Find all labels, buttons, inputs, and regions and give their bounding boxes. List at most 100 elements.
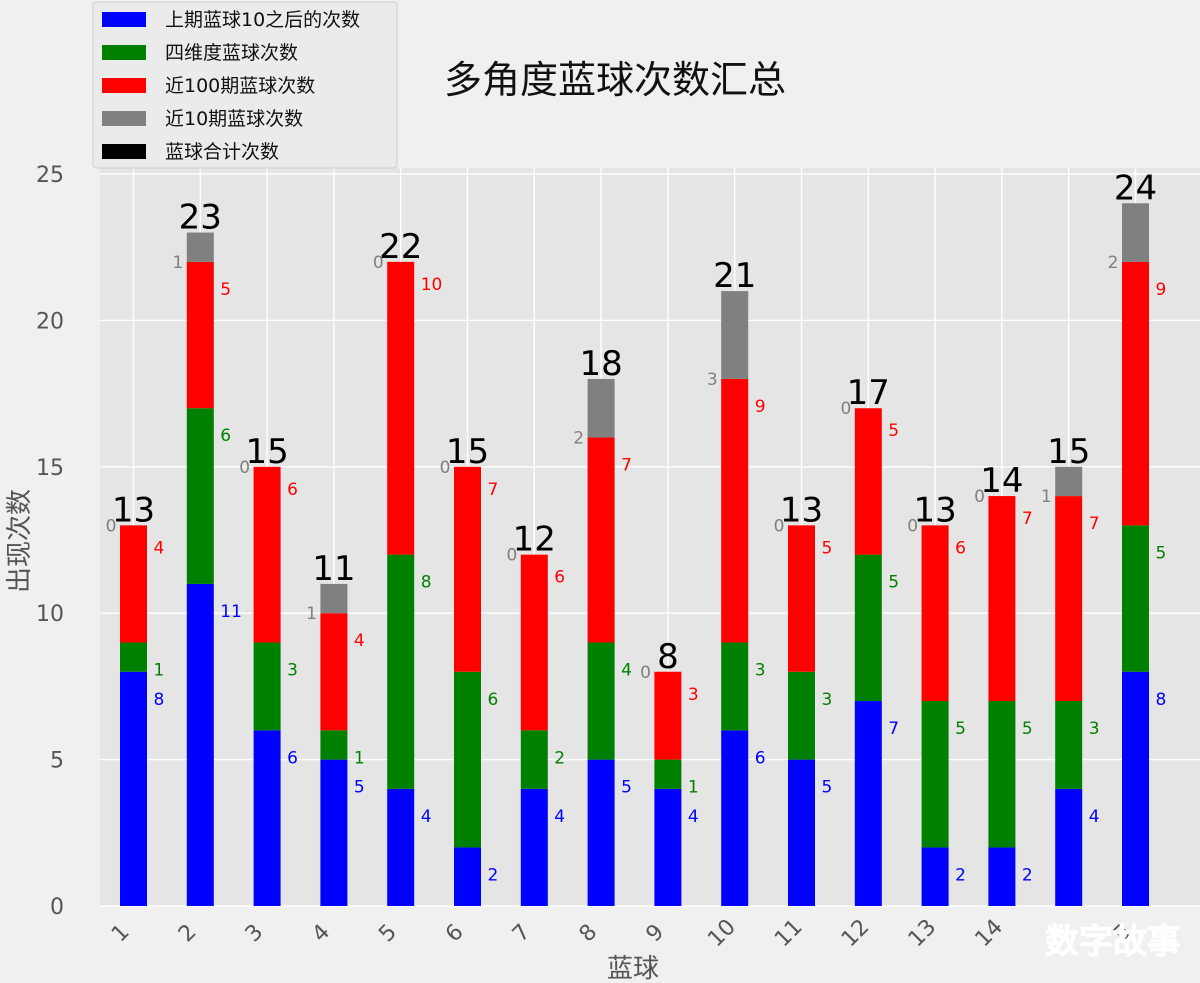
y-tick-label: 5 [50, 749, 64, 774]
plot-background [100, 168, 1200, 906]
segment-value-label: 3 [707, 370, 718, 390]
bar-segment [387, 788, 415, 906]
segment-value-label: 1 [1041, 487, 1052, 507]
bar-segment [854, 408, 882, 555]
bar-segment [520, 788, 548, 906]
legend-swatch [102, 12, 146, 27]
bar-segment [387, 554, 415, 789]
segment-value-label: 5 [888, 573, 899, 593]
bars [120, 203, 1149, 906]
bar-segment [788, 525, 815, 672]
bar-segment [1055, 788, 1083, 906]
bar-segment [921, 525, 949, 702]
x-tick-label: 11 [770, 915, 807, 952]
segment-value-label: 5 [354, 778, 365, 798]
x-tick-label: 8 [575, 920, 603, 948]
segment-value-label: 5 [1022, 719, 1033, 739]
segment-value-label: 2 [1108, 253, 1119, 273]
segment-value-label: 6 [554, 568, 565, 588]
bar-segment [1122, 203, 1149, 262]
segment-value-label: 0 [907, 516, 918, 536]
bar-segment [721, 730, 749, 906]
segment-value-label: 5 [955, 719, 966, 739]
legend-swatch [102, 78, 146, 93]
segment-value-label: 3 [822, 690, 833, 710]
x-tick-label: 6 [441, 920, 469, 948]
segment-value-label: 2 [554, 748, 565, 768]
legend-label: 四维度蓝球次数 [165, 42, 298, 64]
bar-segment [654, 671, 682, 760]
x-tick-label: 2 [174, 920, 202, 948]
y-tick-label: 15 [36, 456, 64, 481]
legend: 上期蓝球10之后的次数四维度蓝球次数近100期蓝球次数近10期蓝球次数蓝球合计次… [92, 1, 398, 169]
bar-segment [454, 671, 481, 848]
bar-segment [921, 701, 949, 848]
segment-value-label: 0 [373, 253, 384, 273]
bar-segment [587, 437, 615, 643]
segment-value-label: 9 [1156, 280, 1167, 300]
segment-value-label: 6 [287, 480, 298, 500]
bar-segment [587, 378, 615, 438]
bar-segment [854, 701, 882, 906]
segment-value-label: 2 [573, 429, 584, 449]
total-label: 21 [713, 256, 756, 296]
total-label: 17 [847, 373, 890, 413]
segment-value-label: 5 [621, 778, 632, 798]
segment-value-label: 1 [154, 660, 165, 680]
bar-segment [186, 261, 214, 409]
total-label: 15 [245, 432, 288, 472]
segment-value-label: 10 [421, 275, 443, 295]
segment-value-label: 7 [621, 456, 632, 476]
bar-segment [320, 730, 348, 760]
segment-value-label: 0 [239, 458, 250, 478]
y-axis-ticks: 0 5 10 15 20 25 [36, 163, 64, 920]
segment-value-label: 7 [488, 480, 499, 500]
bar-segment [454, 847, 481, 906]
x-tick-label: 10 [703, 915, 740, 952]
segment-value-label: 0 [774, 516, 785, 536]
bar-segment [1122, 261, 1149, 526]
segment-value-label: 4 [154, 538, 165, 558]
segment-value-label: 4 [354, 631, 365, 651]
segment-value-label: 9 [755, 397, 766, 417]
segment-value-label: 1 [354, 748, 365, 768]
bar-segment [921, 847, 949, 906]
legend-swatch [102, 111, 146, 126]
bar-segment [520, 554, 548, 731]
x-axis-ticks: 1 2 3 4 5 6 7 8 9 10 11 12 13 14 5 [107, 915, 1137, 952]
segment-value-label: 0 [106, 516, 117, 536]
y-tick-label: 10 [36, 602, 64, 627]
segment-value-label: 7 [1022, 509, 1033, 529]
segment-value-label: 3 [755, 660, 766, 680]
total-label: 15 [1047, 432, 1090, 472]
bar-segment [320, 583, 348, 614]
bar-segment [120, 671, 147, 906]
bar-segment [387, 261, 415, 555]
y-tick-label: 0 [50, 895, 64, 920]
bar-segment [120, 525, 147, 643]
bar-segment [186, 408, 214, 584]
bar-segment [988, 496, 1016, 702]
x-tick-label: 13 [904, 915, 941, 952]
segment-value-label: 4 [1089, 807, 1100, 827]
bar-segment [320, 613, 348, 731]
segment-value-label: 6 [488, 690, 499, 710]
segment-value-label: 11 [220, 602, 242, 622]
segment-value-label: 5 [822, 778, 833, 798]
segment-value-label: 4 [621, 660, 632, 680]
total-label: 12 [513, 520, 556, 560]
total-label: 13 [780, 490, 823, 530]
bar-segment [1055, 496, 1083, 702]
bar-segment [721, 378, 749, 643]
bar-segment [253, 466, 281, 643]
bar-segment [253, 730, 281, 906]
segment-value-label: 2 [488, 865, 499, 885]
bar-segment [587, 642, 615, 760]
legend-label: 近100期蓝球次数 [165, 75, 315, 97]
segment-value-label: 2 [955, 865, 966, 885]
total-label: 15 [446, 432, 489, 472]
y-tick-label: 25 [36, 163, 64, 188]
segment-value-label: 2 [1022, 865, 1033, 885]
segment-value-label: 0 [840, 399, 851, 419]
